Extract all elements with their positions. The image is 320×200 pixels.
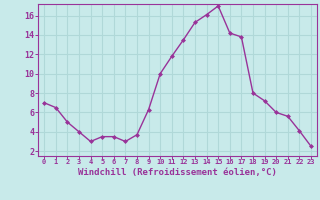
X-axis label: Windchill (Refroidissement éolien,°C): Windchill (Refroidissement éolien,°C) (78, 168, 277, 177)
